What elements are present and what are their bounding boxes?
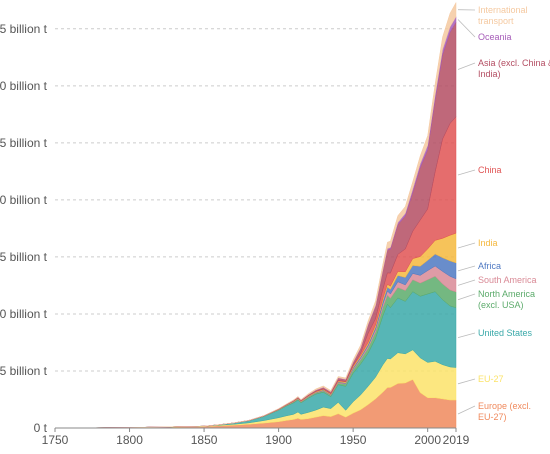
series-label: EU-27 xyxy=(478,374,504,384)
label-connector xyxy=(457,279,476,286)
x-tick-label: 1750 xyxy=(42,433,69,447)
y-tick-label: 25 billion t xyxy=(0,136,48,150)
y-tick-label: 30 billion t xyxy=(0,79,48,93)
area-series xyxy=(54,1,457,429)
area-series xyxy=(54,1,457,429)
y-tick-label: 10 billion t xyxy=(0,307,48,321)
series-label: United States xyxy=(478,328,533,338)
x-tick-label: 2000 xyxy=(414,433,441,447)
series-label: Europe (excl. EU-27) xyxy=(478,401,531,422)
label-connector xyxy=(457,242,476,249)
x-tick-label: 1850 xyxy=(191,433,218,447)
y-tick-label: 0 t xyxy=(34,421,48,435)
y-tick-label: 35 billion t xyxy=(0,22,48,36)
series-label: India xyxy=(478,238,498,248)
x-tick-labels: 1750 1800 1850 1900 1950 2000 2019 xyxy=(42,433,470,447)
label-connector xyxy=(457,332,476,338)
y-tick-label: 5 billion t xyxy=(0,364,48,378)
label-connector xyxy=(457,293,476,301)
axes xyxy=(54,427,457,432)
label-connector xyxy=(457,19,476,38)
series-label: Asia (excl. China & India) xyxy=(478,58,550,79)
series-labels: Europe (excl. EU-27) EU-27 United States Nor… xyxy=(457,5,550,422)
y-tick-labels: 0 t 5 billion t 10 billion t 15 billion t 20… xyxy=(0,22,48,435)
x-tick-label: 1900 xyxy=(265,433,292,447)
label-connector xyxy=(457,378,476,385)
series-label: Oceania xyxy=(478,32,512,42)
x-tick-label: 1950 xyxy=(340,433,367,447)
label-connector xyxy=(457,169,476,176)
series-label: China xyxy=(478,165,502,175)
label-connector xyxy=(457,265,476,272)
x-tick-label: 1800 xyxy=(116,433,143,447)
series-label: North America (excl. USA) xyxy=(478,289,535,310)
y-tick-label: 20 billion t xyxy=(0,193,48,207)
grid-lines xyxy=(55,28,456,372)
x-tick-label: 2019 xyxy=(443,433,470,447)
series-label: Africa xyxy=(478,261,501,271)
y-tick-label: 15 billion t xyxy=(0,250,48,264)
label-connector xyxy=(457,62,476,70)
label-connector xyxy=(457,405,476,415)
series-label: International transport xyxy=(478,5,528,26)
series-label: South America xyxy=(478,275,537,285)
